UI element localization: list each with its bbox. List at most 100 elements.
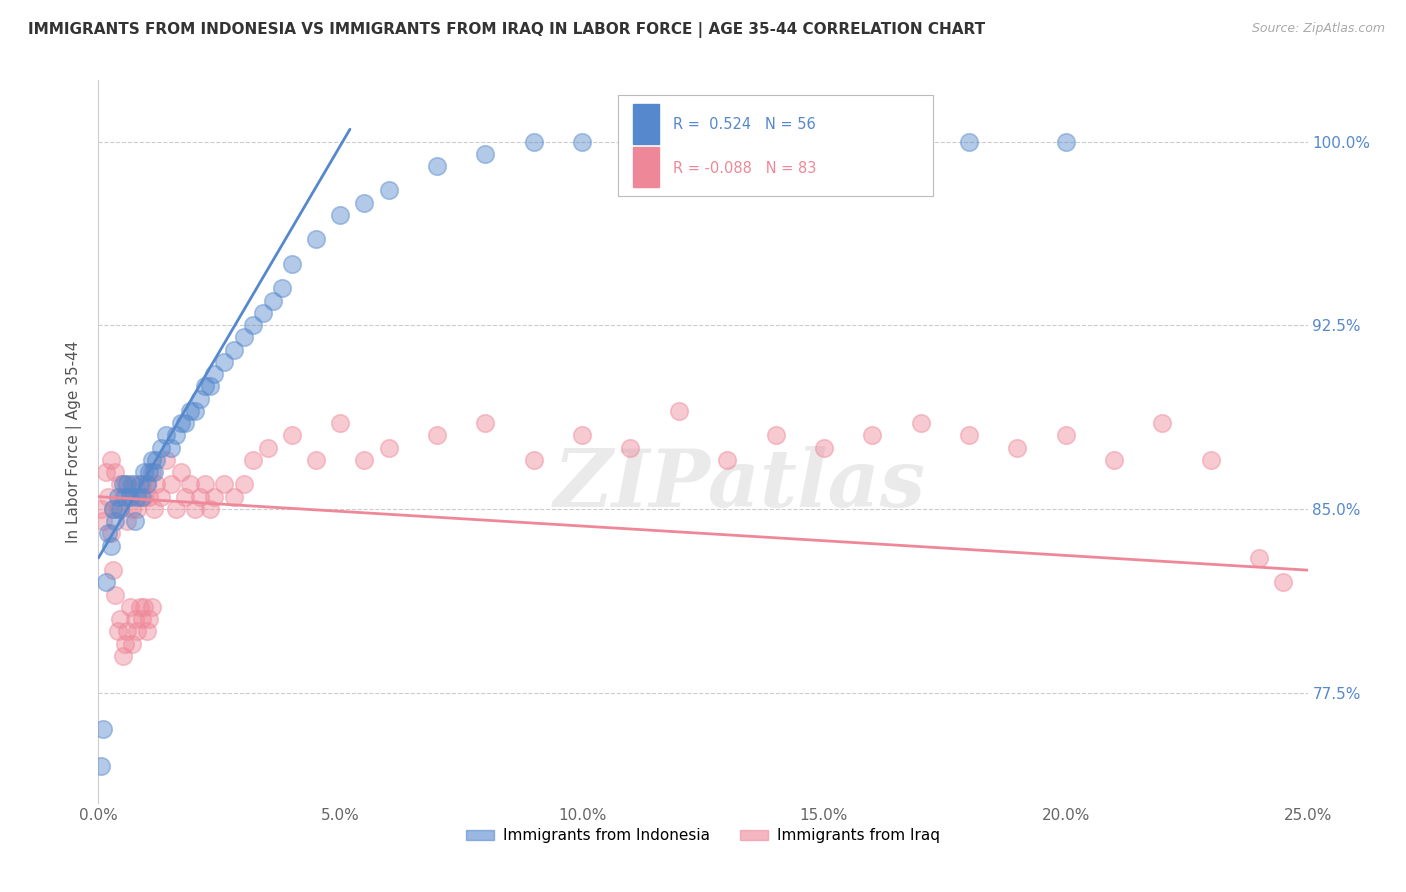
Point xyxy=(131,490,153,504)
Point xyxy=(353,195,375,210)
Point xyxy=(957,135,980,149)
Point xyxy=(111,477,134,491)
Point xyxy=(111,648,134,663)
Point xyxy=(188,392,211,406)
Point xyxy=(232,330,254,344)
Point xyxy=(104,514,127,528)
Point xyxy=(1249,550,1271,565)
Point xyxy=(716,453,738,467)
Point xyxy=(118,599,141,614)
Point xyxy=(94,465,117,479)
Point xyxy=(194,379,217,393)
Point xyxy=(281,428,304,442)
Point xyxy=(131,612,153,626)
Point xyxy=(184,404,207,418)
Y-axis label: In Labor Force | Age 35-44: In Labor Force | Age 35-44 xyxy=(66,341,83,542)
Point xyxy=(107,502,129,516)
Point xyxy=(668,135,690,149)
Point xyxy=(135,477,157,491)
Point xyxy=(668,404,690,418)
Point xyxy=(107,490,129,504)
Point xyxy=(150,490,173,504)
Text: R = -0.088   N = 83: R = -0.088 N = 83 xyxy=(672,161,815,176)
Point xyxy=(252,306,274,320)
Text: IMMIGRANTS FROM INDONESIA VS IMMIGRANTS FROM IRAQ IN LABOR FORCE | AGE 35-44 COR: IMMIGRANTS FROM INDONESIA VS IMMIGRANTS … xyxy=(28,22,986,38)
Point xyxy=(143,465,166,479)
Point xyxy=(100,453,122,467)
Point xyxy=(1054,428,1077,442)
Point xyxy=(100,526,122,541)
Point xyxy=(124,612,146,626)
Point xyxy=(204,367,226,381)
Point xyxy=(155,453,177,467)
Point xyxy=(212,477,235,491)
Point xyxy=(121,477,143,491)
Point xyxy=(160,441,183,455)
Point xyxy=(1272,575,1295,590)
Point xyxy=(101,563,124,577)
Point xyxy=(174,416,197,430)
Point xyxy=(91,723,114,737)
Point xyxy=(377,184,399,198)
Point xyxy=(165,428,187,442)
Point xyxy=(117,514,139,528)
Point xyxy=(127,624,149,639)
Point xyxy=(100,539,122,553)
Bar xyxy=(633,104,659,144)
Point xyxy=(141,599,163,614)
Point xyxy=(128,477,150,491)
Text: Source: ZipAtlas.com: Source: ZipAtlas.com xyxy=(1251,22,1385,36)
Point xyxy=(232,477,254,491)
Point xyxy=(474,146,496,161)
Point xyxy=(262,293,284,308)
Point xyxy=(523,453,546,467)
Point xyxy=(1199,453,1222,467)
Text: ZIPatlas: ZIPatlas xyxy=(553,446,925,524)
Point xyxy=(118,490,141,504)
Point xyxy=(108,612,131,626)
FancyBboxPatch shape xyxy=(619,95,932,196)
Point xyxy=(117,624,139,639)
Point xyxy=(145,453,167,467)
Point xyxy=(957,428,980,442)
Point xyxy=(135,477,157,491)
Point xyxy=(134,465,156,479)
Point xyxy=(111,490,134,504)
Point xyxy=(910,416,932,430)
Point xyxy=(143,502,166,516)
Point xyxy=(165,502,187,516)
Point xyxy=(1102,453,1125,467)
Point xyxy=(329,208,352,222)
Point xyxy=(97,526,120,541)
Point xyxy=(184,502,207,516)
Point xyxy=(169,416,191,430)
Point xyxy=(204,490,226,504)
Point xyxy=(179,404,201,418)
Point xyxy=(90,502,112,516)
Point xyxy=(571,428,593,442)
Point xyxy=(114,477,136,491)
Point xyxy=(138,465,160,479)
Point xyxy=(114,490,136,504)
Point xyxy=(124,477,146,491)
Point xyxy=(426,428,449,442)
Point xyxy=(135,624,157,639)
Point xyxy=(141,465,163,479)
Point xyxy=(212,355,235,369)
Point xyxy=(169,465,191,479)
Point xyxy=(813,135,835,149)
Point xyxy=(305,232,328,246)
Point xyxy=(222,343,245,357)
Point xyxy=(174,490,197,504)
Point xyxy=(121,637,143,651)
Point xyxy=(426,159,449,173)
Point xyxy=(141,453,163,467)
Point xyxy=(90,759,112,773)
Point xyxy=(353,453,375,467)
Point xyxy=(118,490,141,504)
Point xyxy=(242,453,264,467)
Point xyxy=(131,477,153,491)
Point xyxy=(188,490,211,504)
Point xyxy=(101,502,124,516)
Point xyxy=(104,588,127,602)
